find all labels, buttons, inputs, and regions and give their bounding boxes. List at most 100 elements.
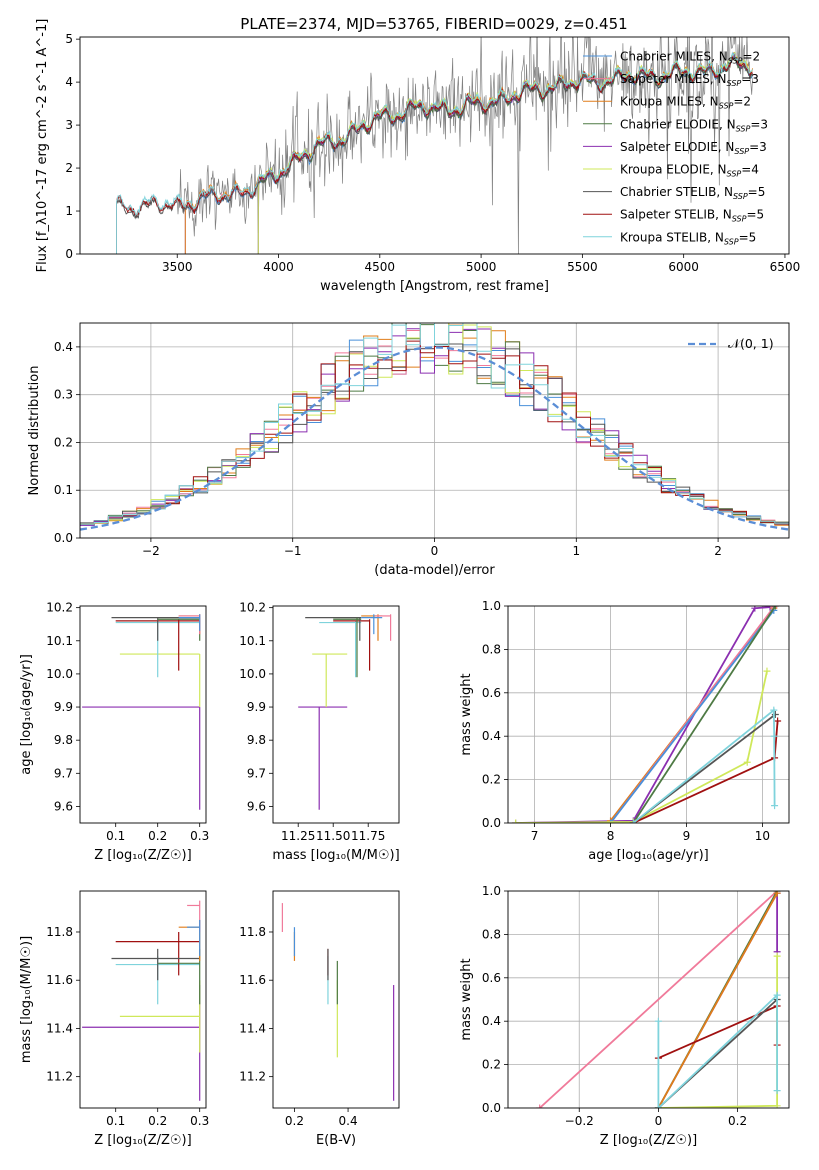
legend-subscript: SSP bbox=[727, 170, 742, 179]
legend-label: Chabrier MILES, N bbox=[620, 50, 728, 64]
plot-area-mass_vs_Z bbox=[82, 900, 201, 1101]
y-tick-label: 10.0 bbox=[46, 667, 73, 681]
x-tick-label: 0.4 bbox=[339, 1114, 358, 1128]
weight-marker bbox=[771, 802, 779, 810]
x-tick-label: 9 bbox=[683, 829, 691, 843]
residual-histogram bbox=[80, 323, 789, 525]
y-tick-label: 10.2 bbox=[46, 601, 73, 615]
x-tick-label: 0.1 bbox=[106, 829, 125, 843]
residual-histogram bbox=[80, 340, 789, 525]
y-tick-label: 9.9 bbox=[54, 700, 73, 714]
legend-label: Chabrier ELODIE, N bbox=[620, 117, 736, 131]
y-axis-label: mass weight bbox=[459, 673, 474, 755]
legend-count: =3 bbox=[749, 140, 767, 154]
x-tick-label: 0 bbox=[431, 544, 439, 558]
y-axis-label: Flux [f_λ10^-17 erg cm^-2 s^-1 A^-1] bbox=[35, 19, 50, 273]
legend-label: Kroupa STELIB, N bbox=[620, 230, 724, 244]
y-tick-label: 0.2 bbox=[482, 1058, 501, 1072]
legend-entry: Chabrier STELIB, NSSP=5 bbox=[620, 185, 765, 201]
panel-weight_vs_Z: −0.2 0 0.2 0.0 0.2 0.4 0.6 0.8 1.0 Z [log₁₀(Z/Z☉)… bbox=[459, 884, 790, 1148]
weight-line bbox=[657, 993, 778, 1108]
legend-entry: Salpeter ELODIE, NSSP=3 bbox=[620, 140, 767, 156]
y-tick-label: 11.2 bbox=[46, 1070, 73, 1084]
weight-marker bbox=[773, 1087, 781, 1095]
y-tick-label: 9.6 bbox=[247, 799, 266, 813]
y-tick-label: 9.6 bbox=[54, 799, 73, 813]
legend-entry: Kroupa MILES, NSSP=2 bbox=[620, 95, 751, 111]
y-tick-label: 0.8 bbox=[482, 927, 501, 941]
legend-subscript: SSP bbox=[733, 192, 748, 201]
x-axis-label: E(B-V) bbox=[316, 1133, 356, 1148]
y-tick-label: 0.4 bbox=[54, 340, 73, 354]
x-tick-label: 6000 bbox=[668, 260, 699, 274]
legend-count: =5 bbox=[746, 208, 764, 222]
axes-frame bbox=[79, 890, 207, 1109]
x-tick-label: 2 bbox=[714, 544, 722, 558]
y-tick-label: 9.8 bbox=[54, 733, 73, 747]
x-tick-label: 0.3 bbox=[190, 1114, 209, 1128]
y-tick-label: 5 bbox=[65, 32, 73, 46]
weight-line bbox=[632, 708, 776, 823]
y-tick-label: 10.1 bbox=[46, 634, 73, 648]
y-tick-label: 0.4 bbox=[482, 729, 501, 743]
figure-title: PLATE=2374, MJD=53765, FIBERID=0029, z=0… bbox=[240, 15, 627, 33]
weight-marker bbox=[773, 1102, 781, 1108]
weight-marker bbox=[773, 952, 781, 960]
y-tick-label: 0.2 bbox=[54, 435, 73, 449]
spectrum-model-line bbox=[116, 52, 753, 254]
x-tick-label: −2 bbox=[142, 544, 160, 558]
plot-area-age_vs_Z bbox=[82, 614, 201, 810]
legend-count: =2 bbox=[733, 95, 751, 109]
y-tick-label: 0.6 bbox=[482, 686, 501, 700]
y-axis-label: mass [log₁₀(M/M☉)] bbox=[19, 936, 34, 1063]
y-tick-label: 0 bbox=[65, 247, 73, 261]
y-axis-label: mass weight bbox=[459, 958, 474, 1040]
y-tick-label: 1 bbox=[65, 204, 73, 218]
y-tick-label: 10.2 bbox=[239, 601, 266, 615]
plot-area-weight_vs_Z bbox=[508, 891, 789, 1108]
x-axis-label: mass [log₁₀(M/M☉)] bbox=[272, 848, 399, 863]
chart-layer: 3500 4000 4500 5000 5500 6000 6500 0 1 2 3 4 5 wavele… bbox=[19, 19, 800, 1148]
weight-marker bbox=[770, 732, 778, 740]
x-tick-label: −0.2 bbox=[565, 1114, 594, 1128]
plot-area-spectrum bbox=[116, 37, 753, 254]
y-tick-label: 0.2 bbox=[482, 773, 501, 787]
y-tick-label: 0.6 bbox=[482, 971, 501, 985]
axes-frame bbox=[507, 890, 790, 1109]
y-axis-label: Normed distribution bbox=[27, 366, 42, 496]
y-tick-label: 0.0 bbox=[482, 1101, 501, 1115]
panel-mass_vs_ebv: 0.2 0.4 11.2 11.4 11.6 11.8 E(B-V) bbox=[239, 890, 400, 1148]
legend-label: Salpeter STELIB, N bbox=[620, 208, 732, 222]
panel-residuals: −2 −1 0 1 2 0.0 0.1 0.2 0.3 0.4 (data-model)/error… bbox=[27, 322, 790, 578]
axes-frame bbox=[272, 890, 400, 1109]
y-tick-label: 11.4 bbox=[46, 1021, 73, 1035]
legend-entry: 𝒩(0, 1) bbox=[728, 336, 774, 351]
y-tick-label: 9.7 bbox=[54, 766, 73, 780]
weight-line bbox=[609, 609, 775, 823]
x-tick-label: 10 bbox=[755, 829, 770, 843]
weight-marker bbox=[743, 758, 751, 766]
y-tick-label: 9.8 bbox=[247, 733, 266, 747]
spectrum-model-line bbox=[116, 51, 753, 254]
y-tick-label: 0.3 bbox=[54, 388, 73, 402]
legend-label: Kroupa ELODIE, N bbox=[620, 163, 727, 177]
weight-line bbox=[657, 892, 778, 1108]
weight-marker bbox=[536, 1104, 544, 1108]
weight-marker bbox=[773, 891, 781, 897]
x-tick-label: 4500 bbox=[365, 260, 396, 274]
y-tick-label: 0.0 bbox=[54, 531, 73, 545]
legend-entry: Salpeter STELIB, NSSP=5 bbox=[620, 208, 764, 224]
legend-count: =3 bbox=[741, 72, 759, 86]
axes-frame bbox=[272, 605, 400, 824]
y-tick-label: 0.1 bbox=[54, 483, 73, 497]
weight-marker bbox=[654, 1017, 662, 1025]
y-tick-label: 0.0 bbox=[482, 816, 501, 830]
weight-line bbox=[515, 606, 771, 823]
weight-marker bbox=[770, 706, 778, 714]
x-tick-label: 0.2 bbox=[148, 1114, 167, 1128]
x-axis-label: age [log₁₀(age/yr)] bbox=[588, 848, 709, 863]
y-tick-label: 3 bbox=[65, 118, 73, 132]
legend-subscript: SSP bbox=[719, 102, 734, 111]
legend-entry: Chabrier MILES, NSSP=2 bbox=[620, 50, 760, 66]
plot-area-residuals bbox=[80, 323, 789, 538]
